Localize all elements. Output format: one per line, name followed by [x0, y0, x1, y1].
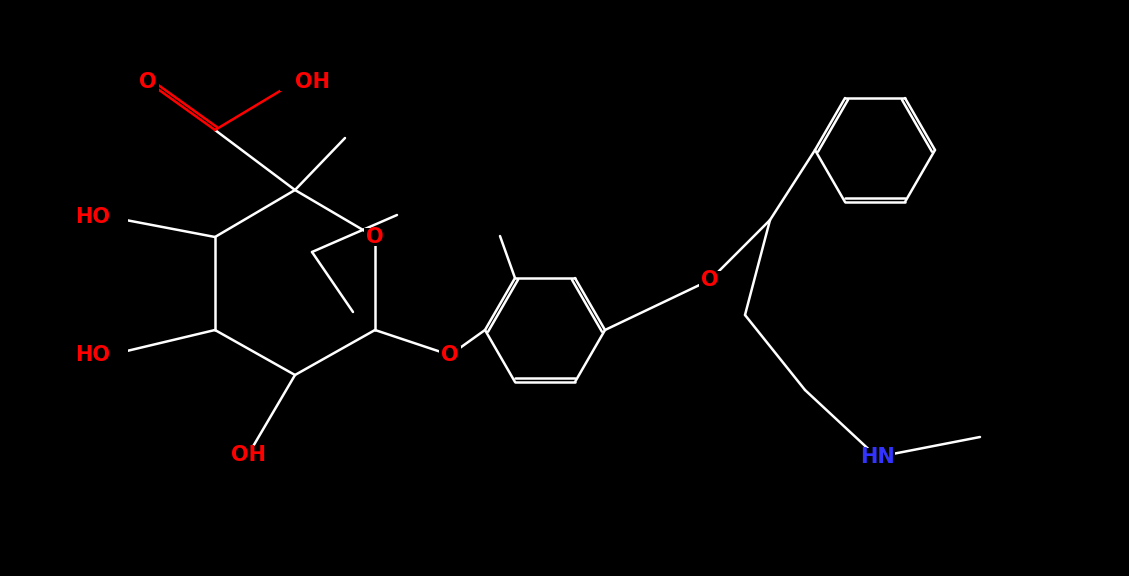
- FancyBboxPatch shape: [699, 271, 721, 289]
- Text: O: O: [701, 270, 719, 290]
- FancyBboxPatch shape: [280, 73, 310, 91]
- Text: O: O: [441, 345, 458, 365]
- FancyBboxPatch shape: [93, 208, 128, 226]
- Text: OH: OH: [295, 72, 330, 92]
- FancyBboxPatch shape: [137, 73, 159, 91]
- FancyBboxPatch shape: [233, 446, 263, 464]
- Text: O: O: [366, 227, 384, 247]
- FancyBboxPatch shape: [859, 448, 894, 466]
- FancyBboxPatch shape: [93, 346, 128, 364]
- Text: OH: OH: [230, 445, 265, 465]
- FancyBboxPatch shape: [364, 228, 386, 246]
- Text: HO: HO: [75, 345, 110, 365]
- Text: O: O: [139, 72, 157, 92]
- Text: HN: HN: [859, 447, 894, 467]
- FancyBboxPatch shape: [439, 346, 461, 364]
- Text: HO: HO: [75, 207, 110, 227]
